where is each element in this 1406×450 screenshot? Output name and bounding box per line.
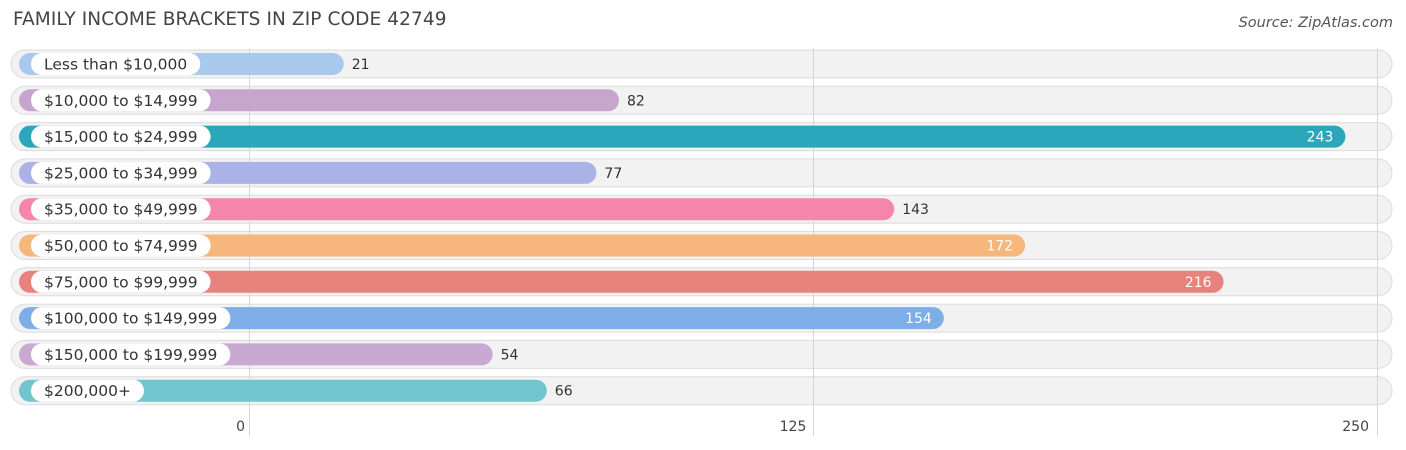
- chart-title: FAMILY INCOME BRACKETS IN ZIP CODE 42749: [13, 9, 447, 30]
- value-label: 54: [501, 347, 519, 363]
- category-pill: [31, 234, 211, 257]
- bar-group[interactable]: $150,000 to $199,999 54: [19, 343, 519, 366]
- bar-group[interactable]: $50,000 to $74,999 172: [19, 234, 1026, 257]
- category-pill: [31, 270, 211, 293]
- value-label: 243: [1307, 130, 1334, 146]
- bar[interactable]: [19, 270, 1224, 293]
- category-label: $50,000 to $74,999: [44, 237, 198, 255]
- category-label: $10,000 to $14,999: [44, 92, 198, 110]
- bar-group[interactable]: $200,000+ 66: [19, 379, 573, 402]
- value-label: 172: [986, 239, 1013, 255]
- bar-group[interactable]: $15,000 to $24,999 243: [19, 125, 1346, 148]
- bar-group[interactable]: Less than $10,000 21: [19, 53, 370, 75]
- bar-group[interactable]: $25,000 to $34,999 77: [19, 161, 622, 184]
- value-label: 154: [905, 311, 932, 327]
- category-label: $100,000 to $149,999: [44, 310, 217, 328]
- category-label: $25,000 to $34,999: [44, 164, 198, 182]
- category-pill: [31, 161, 211, 184]
- bars: Less than $10,000 21$10,000 to $14,999 82$…: [19, 53, 1346, 402]
- tick-label: 0: [236, 419, 245, 435]
- value-label: 82: [627, 93, 645, 109]
- bar[interactable]: [19, 125, 1346, 148]
- category-pill: [31, 307, 231, 330]
- tick-label: 250: [1342, 419, 1369, 435]
- category-label: $150,000 to $199,999: [44, 346, 217, 364]
- bar[interactable]: [19, 379, 547, 402]
- category-pill: [31, 89, 211, 112]
- row-background: [10, 49, 1393, 79]
- value-label: 66: [555, 384, 573, 400]
- category-label: $15,000 to $24,999: [44, 128, 198, 146]
- bar-group[interactable]: $10,000 to $14,999 82: [19, 89, 645, 112]
- category-pill: [31, 53, 201, 75]
- bar-group[interactable]: $75,000 to $99,999 216: [19, 270, 1224, 293]
- value-label: 216: [1185, 275, 1212, 291]
- bar-group[interactable]: $100,000 to $149,999 154: [19, 307, 944, 330]
- category-pill: [31, 198, 211, 221]
- category-pill: [31, 125, 211, 148]
- category-label: $200,000+: [44, 382, 131, 400]
- bar[interactable]: [19, 234, 1026, 257]
- chart-source: Source: ZipAtlas.com: [1238, 15, 1393, 31]
- category-label: Less than $10,000: [44, 56, 187, 74]
- bar-group[interactable]: $35,000 to $49,999 143: [19, 198, 929, 221]
- category-pill: [31, 343, 231, 366]
- tick-label: 125: [780, 419, 807, 435]
- value-label: 143: [902, 202, 929, 218]
- bar[interactable]: [19, 307, 944, 330]
- category-label: $75,000 to $99,999: [44, 273, 198, 291]
- category-pill: [31, 379, 144, 402]
- value-label: 77: [604, 166, 622, 182]
- bar[interactable]: [19, 198, 895, 221]
- value-label: 21: [352, 57, 370, 73]
- category-label: $35,000 to $49,999: [44, 201, 198, 219]
- axis-ticks: 0 125 250: [236, 419, 1369, 435]
